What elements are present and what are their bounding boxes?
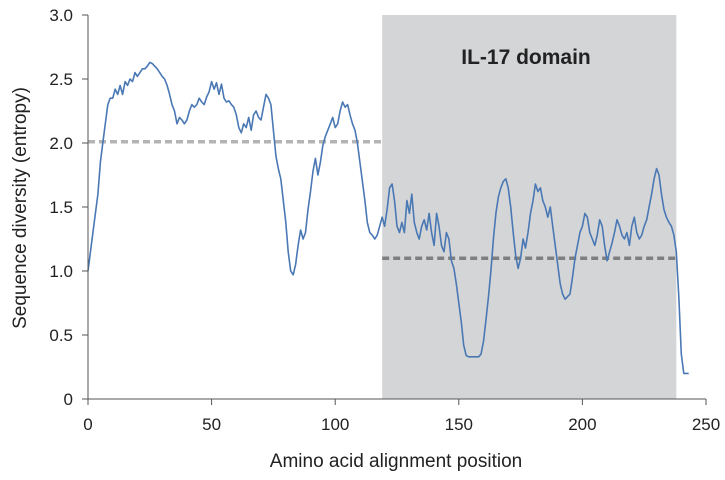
y-tick-label: 3.0 <box>49 6 73 25</box>
x-tick-label: 100 <box>321 415 349 434</box>
x-tick-label: 50 <box>202 415 221 434</box>
reference-lines-group <box>88 139 677 260</box>
x-ticks-group: 0 50 100 150 200 250 <box>83 399 720 434</box>
x-tick-label: 150 <box>445 415 473 434</box>
entropy-series-line-1 <box>87 61 689 375</box>
y-axis-title: Sequence diversity (entropy) <box>10 87 31 329</box>
series-group <box>87 61 689 375</box>
x-axis-title: Amino acid alignment position <box>270 451 522 472</box>
shaded-region-group <box>382 15 677 399</box>
y-tick-label: 0 <box>64 390 73 409</box>
x-tick-label: 200 <box>568 415 596 434</box>
region-label: IL-17 domain <box>461 46 591 69</box>
y-tick-label: 2.5 <box>49 70 73 89</box>
x-tick-label: 0 <box>83 415 92 434</box>
y-ticks-group: 0 0.5 1.0 1.5 2.0 2.5 3.0 <box>49 6 88 409</box>
x-tick-label: 250 <box>692 415 720 434</box>
y-tick-label: 2.0 <box>49 134 73 153</box>
y-tick-label: 1.5 <box>49 198 73 217</box>
y-tick-label: 1.0 <box>49 262 73 281</box>
y-tick-label: 0.5 <box>49 326 73 345</box>
il17-domain-region <box>382 15 677 399</box>
